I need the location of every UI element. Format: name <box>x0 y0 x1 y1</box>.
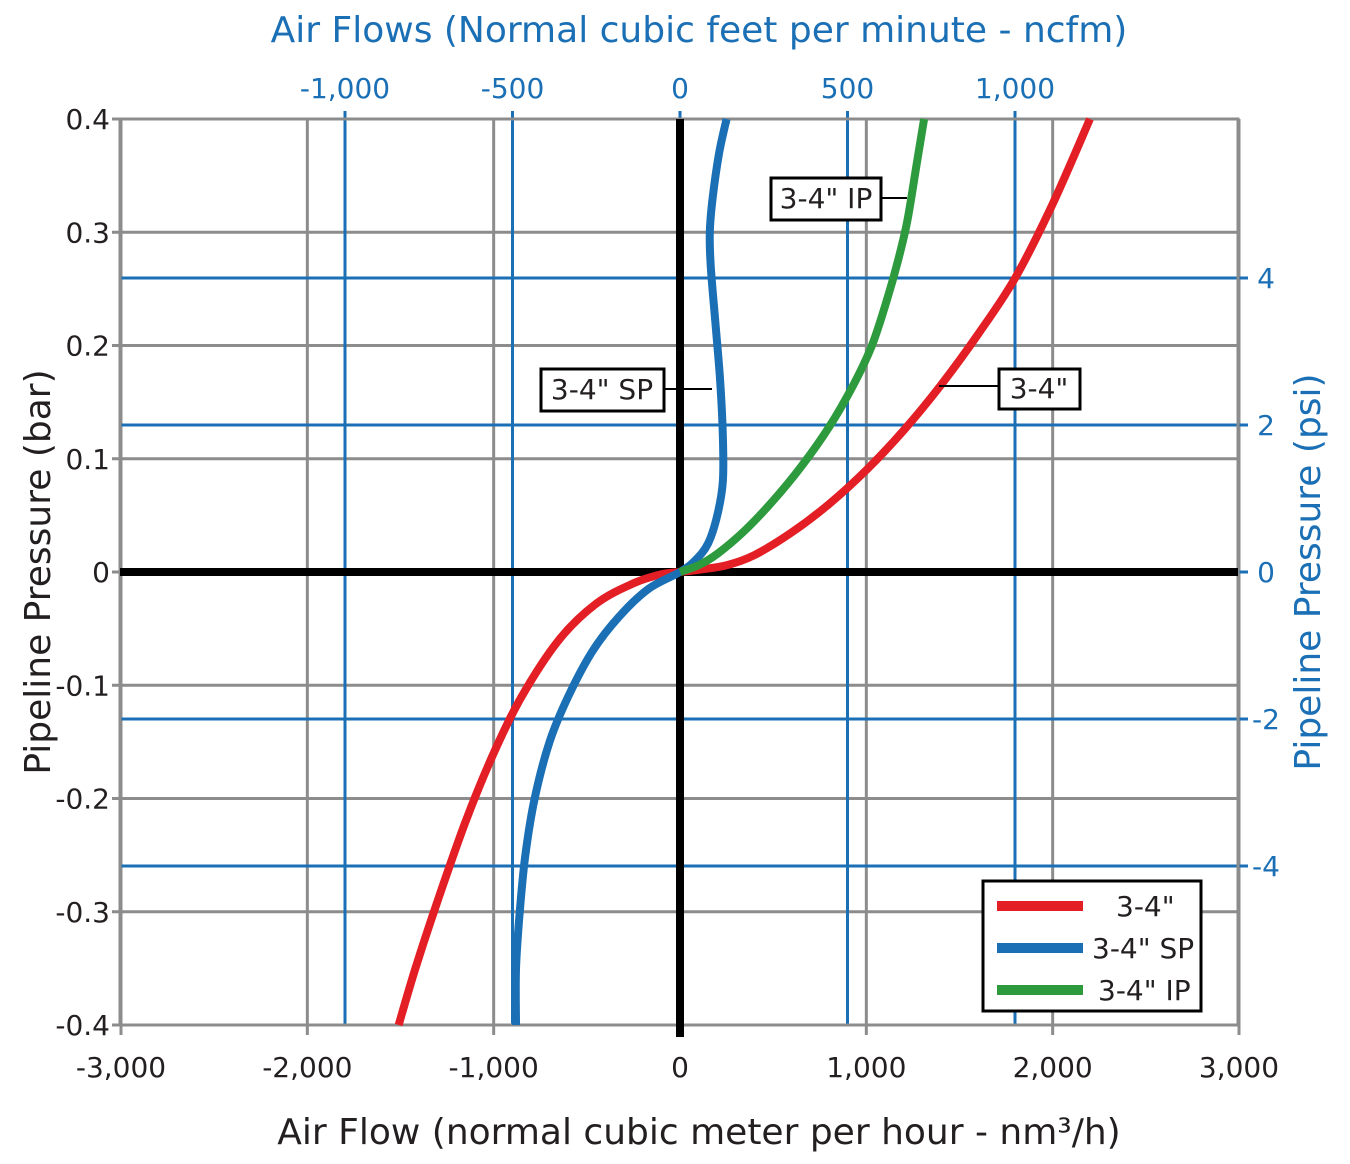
series-line-3-4-sp <box>511 118 731 1026</box>
y-tick-label: 0.2 <box>65 330 110 363</box>
x-tick-label: -3,000 <box>76 1051 166 1084</box>
x2-tick-label: -1,000 <box>300 72 390 105</box>
y-tick-label: 0 <box>92 556 110 589</box>
y-tick-label: -0.3 <box>55 896 110 929</box>
legend: 3-4" 3-4" SP 3-4" IP <box>981 879 1203 1013</box>
series-layer <box>394 117 1094 1027</box>
callout-3-4-sp-box <box>539 367 666 413</box>
y2-tick-label: -4 <box>1252 850 1280 883</box>
y-tick-label: -0.4 <box>55 1009 110 1042</box>
y-tick-label: 0.3 <box>65 216 110 249</box>
callout-3-4-sp-text: 3-4" SP <box>551 373 653 406</box>
x2-tick-label: 1,000 <box>975 72 1055 105</box>
x-tick-label: 3,000 <box>1199 1051 1279 1084</box>
series-callouts: 3-4" SP 3-4" IP 3-4" <box>539 176 1082 413</box>
y2-tick-label: -2 <box>1252 703 1280 736</box>
legend-label-3-4: 3-4" <box>1116 890 1175 923</box>
y2-tick-label: 2 <box>1257 409 1275 442</box>
chart-title: Air Flows (Normal cubic feet per minute … <box>271 10 1128 51</box>
top-tick-labels: -1,000 -500 0 500 1,000 <box>300 72 1055 105</box>
y2-tick-label: 4 <box>1257 262 1275 295</box>
x-tick-label: -1,000 <box>449 1051 539 1084</box>
x-tick-label: -2,000 <box>262 1051 352 1084</box>
y-tick-label: 0.4 <box>65 103 110 136</box>
x-tick-label: 2,000 <box>1013 1051 1093 1084</box>
y2-tick-label: 0 <box>1257 556 1275 589</box>
x-axis-label: Air Flow (normal cubic meter per hour - … <box>277 1112 1120 1153</box>
right-tick-labels: 4 2 0 -2 -4 <box>1252 262 1280 883</box>
x-tick-label: 1,000 <box>826 1051 906 1084</box>
y-axis-label: Pipeline Pressure (bar) <box>18 369 59 774</box>
x2-tick-label: 0 <box>671 72 689 105</box>
callout-3-4-ip-box <box>769 176 883 222</box>
left-tick-labels: 0.4 0.3 0.2 0.1 0 -0.1 -0.2 -0.3 -0.4 <box>55 103 110 1042</box>
callout-3-4-ip-text: 3-4" IP <box>780 182 873 215</box>
legend-label-3-4-sp: 3-4" SP <box>1092 932 1194 965</box>
series-line-3-4 <box>394 117 1094 1027</box>
callout-3-4-box <box>997 367 1082 411</box>
bottom-tick-labels: -3,000 -2,000 -1,000 0 1,000 2,000 3,000 <box>76 1051 1279 1084</box>
y-tick-label: -0.1 <box>55 669 110 702</box>
x2-tick-label: 500 <box>821 72 874 105</box>
x-tick-label: 0 <box>671 1051 689 1084</box>
legend-label-3-4-ip: 3-4" IP <box>1098 974 1191 1007</box>
y-tick-label: 0.1 <box>65 443 110 476</box>
series-line-3-4-ip <box>678 118 929 576</box>
callout-3-4-text: 3-4" <box>1010 372 1069 405</box>
y2-axis-label: Pipeline Pressure (psi) <box>1288 373 1329 770</box>
y-tick-label: -0.2 <box>55 783 110 816</box>
x2-tick-label: -500 <box>481 72 545 105</box>
